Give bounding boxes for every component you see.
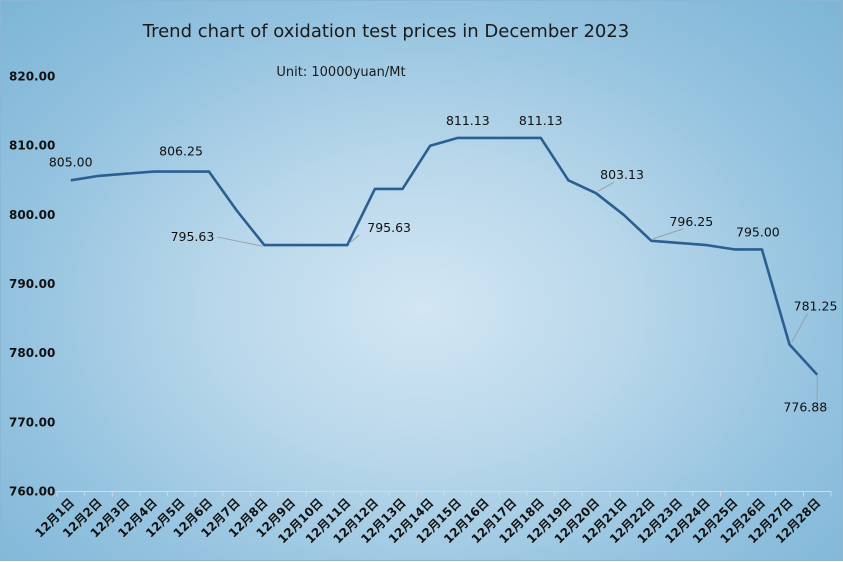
data-point bbox=[69, 178, 73, 182]
series-group bbox=[69, 136, 819, 376]
data-point bbox=[428, 144, 432, 148]
data-labels: 805.00 806.25 795.63 795.63 811.13 811.13 803.… bbox=[49, 113, 838, 415]
data-label: 811.13 bbox=[519, 113, 563, 128]
data-label: 795.63 bbox=[367, 220, 411, 235]
y-tick-label: 780.00 bbox=[9, 346, 55, 360]
data-label: 795.63 bbox=[171, 229, 215, 244]
data-point bbox=[539, 136, 543, 140]
data-point bbox=[511, 136, 515, 140]
data-point bbox=[207, 170, 211, 174]
data-label-leader bbox=[217, 236, 263, 247]
data-label-leader bbox=[653, 228, 684, 240]
data-point bbox=[456, 136, 460, 140]
data-point bbox=[566, 178, 570, 182]
data-label: 805.00 bbox=[49, 154, 93, 169]
y-tick-label: 760.00 bbox=[9, 485, 55, 499]
chart-subtitle: Unit: 10000yuan/Mt bbox=[276, 65, 405, 80]
y-tick-label: 810.00 bbox=[9, 139, 55, 153]
data-point bbox=[290, 243, 294, 247]
data-label: 781.25 bbox=[794, 299, 838, 314]
data-point bbox=[483, 136, 487, 140]
data-point bbox=[760, 247, 764, 251]
data-label: 796.25 bbox=[669, 214, 713, 229]
data-label: 776.88 bbox=[783, 400, 827, 415]
data-point bbox=[124, 172, 128, 176]
data-point bbox=[373, 187, 377, 191]
data-label-leader bbox=[348, 234, 360, 244]
data-point bbox=[345, 243, 349, 247]
data-label: 806.25 bbox=[159, 144, 203, 159]
data-point bbox=[649, 239, 653, 243]
x-axis: 12月1日12月2日12月3日12月4日12月5日12月6日12月7日12月8日… bbox=[32, 491, 832, 546]
data-point bbox=[179, 170, 183, 174]
data-point bbox=[152, 170, 156, 174]
data-point bbox=[318, 243, 322, 247]
data-point bbox=[705, 243, 709, 247]
data-label: 811.13 bbox=[446, 113, 490, 128]
series-line bbox=[70, 136, 819, 376]
data-point bbox=[235, 208, 239, 212]
data-point bbox=[401, 187, 405, 191]
data-point bbox=[732, 247, 736, 251]
data-label-leader bbox=[597, 181, 615, 192]
data-point bbox=[788, 343, 792, 347]
y-axis: 760.00 770.00 780.00 790.00 800.00 810.00 820.… bbox=[9, 70, 55, 499]
data-point bbox=[677, 241, 681, 245]
chart-title: Trend chart of oxidation test prices in … bbox=[142, 21, 630, 42]
data-label: 795.00 bbox=[736, 224, 780, 239]
data-point bbox=[262, 243, 266, 247]
y-tick-label: 820.00 bbox=[9, 70, 55, 84]
data-point bbox=[594, 191, 598, 195]
y-tick-label: 770.00 bbox=[9, 415, 55, 429]
data-label-leader bbox=[791, 313, 808, 343]
data-point bbox=[96, 174, 100, 178]
y-tick-label: 790.00 bbox=[9, 277, 55, 291]
data-label: 803.13 bbox=[600, 167, 644, 182]
y-tick-label: 800.00 bbox=[9, 208, 55, 222]
data-label-leader bbox=[816, 374, 830, 409]
data-point bbox=[622, 213, 626, 217]
